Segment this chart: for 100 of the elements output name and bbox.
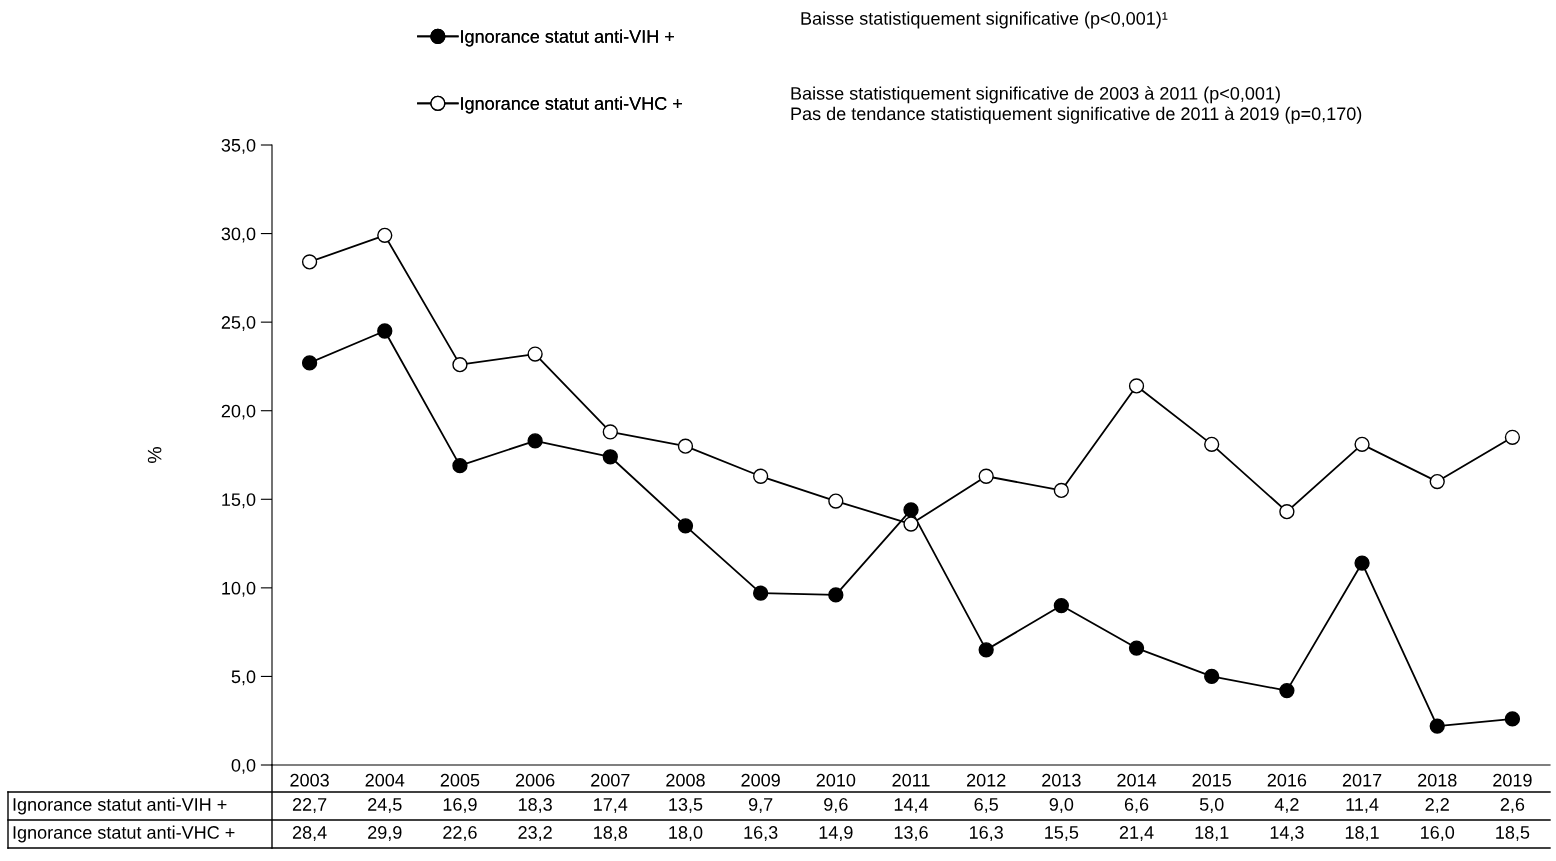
- data-label: 4,2: [1274, 798, 1299, 813]
- y-tick-label: 0,0: [231, 758, 256, 774]
- data-label: 18,5: [1496, 826, 1530, 841]
- point: [1204, 668, 1220, 685]
- x-tick-label: 2009: [741, 773, 780, 787]
- data-label: 14,9: [819, 826, 853, 841]
- point: [1429, 718, 1445, 734]
- data-label: 18,3: [518, 798, 552, 813]
- y-tick-label: 30,0: [221, 227, 256, 243]
- point: [527, 433, 543, 449]
- y-tick-label: 25,0: [221, 316, 256, 331]
- data-label: 18,8: [594, 826, 628, 841]
- data-label: 23,2: [518, 826, 552, 841]
- x-tick-label: 2008: [666, 773, 705, 787]
- point: [1053, 482, 1069, 499]
- point: [301, 254, 318, 270]
- point: [828, 493, 844, 509]
- x-tick-label: 2017: [1342, 773, 1382, 787]
- data-label: 18,1: [1345, 826, 1379, 841]
- data-label: 13,5: [669, 798, 703, 813]
- point: [1354, 436, 1370, 453]
- data-label: 17,4: [594, 798, 628, 813]
- data-label: 24,5: [368, 798, 402, 813]
- x-tick-label: 2012: [967, 773, 1006, 787]
- point: [377, 323, 393, 339]
- x-tick-label: 2005: [440, 773, 480, 787]
- point: [677, 438, 694, 454]
- y-tick-label: 35,0: [221, 138, 256, 154]
- point: [903, 516, 919, 532]
- point: [1204, 436, 1220, 453]
- data-label: 9,0: [1049, 798, 1074, 813]
- data-label: 16,0: [1421, 826, 1455, 841]
- point: [1429, 473, 1445, 490]
- point: [828, 587, 844, 603]
- point: [602, 424, 618, 440]
- point: [1128, 378, 1145, 394]
- x-tick-label: 2014: [1117, 773, 1157, 787]
- x-tick-label: 2018: [1418, 773, 1457, 787]
- data-label: 18,1: [1195, 826, 1229, 841]
- data-label: 22,6: [443, 826, 477, 841]
- data-label: 14,4: [894, 798, 929, 813]
- data-label: 2,6: [1500, 798, 1525, 813]
- x-tick-label: 2019: [1493, 773, 1532, 787]
- x-tick-label: 2013: [1042, 773, 1081, 787]
- legend-label: Ignorance statut anti-VIH +: [461, 29, 674, 47]
- y-tick-label: 10,0: [222, 581, 256, 597]
- point: [677, 518, 694, 534]
- data-label: 2,2: [1425, 798, 1449, 813]
- point: [377, 227, 393, 243]
- x-tick-label: 2011: [892, 773, 930, 787]
- x-tick-label: 2004: [365, 773, 405, 787]
- point: [602, 449, 618, 465]
- point: [301, 355, 318, 371]
- y-tick-label: 20,0: [221, 404, 256, 420]
- point: [1354, 555, 1370, 571]
- y-tick-label: 15,0: [222, 493, 256, 509]
- data-label: 28,4: [292, 826, 327, 841]
- x-tick-label: 2010: [816, 773, 856, 787]
- data-label: 11,4: [1346, 798, 1379, 813]
- point: [753, 468, 769, 484]
- point: [1279, 504, 1295, 520]
- y-tick-label: 5,0: [231, 670, 256, 686]
- data-label: 16,9: [443, 798, 477, 813]
- data-label: 18,0: [669, 826, 703, 841]
- y-axis-title: %: [147, 447, 162, 463]
- point: [903, 502, 919, 518]
- text: Ignorance statut anti-VHC +: [13, 825, 235, 843]
- point: [1128, 640, 1145, 656]
- point: [978, 642, 994, 658]
- point: [452, 457, 468, 474]
- x-tick-label: 2016: [1267, 773, 1307, 787]
- data-label: 16,3: [969, 826, 1003, 841]
- text: Baisse statistiquement significative (p<0,001)¹: [801, 11, 1168, 29]
- data-label: 15,5: [1045, 826, 1079, 841]
- data-label: 9,7: [748, 798, 773, 813]
- data-label: 21,4: [1119, 826, 1154, 841]
- data-label: 6,5: [974, 798, 998, 813]
- data-label: 13,6: [894, 826, 928, 841]
- point: [978, 468, 994, 484]
- x-tick-label: 2006: [515, 773, 555, 787]
- point: [1279, 682, 1295, 699]
- point: [452, 357, 468, 373]
- data-label: 6,6: [1124, 798, 1149, 813]
- point: [1504, 711, 1521, 727]
- x-tick-label: 2007: [591, 773, 630, 787]
- data-label: 5,0: [1199, 798, 1224, 813]
- point: [1053, 597, 1069, 614]
- point: [527, 346, 543, 362]
- data-label: 29,9: [368, 826, 402, 841]
- text: Ignorance statut anti-VIH +: [13, 797, 227, 815]
- point: [1504, 429, 1521, 445]
- data-label: 16,3: [744, 826, 778, 841]
- data-label: 9,6: [824, 798, 848, 813]
- x-tick-label: 2015: [1192, 773, 1232, 787]
- text: Baisse statistiquement significative de 2003 à 2011 (p<0,001) Pas de tendance statistiquement significative de 2011 à 2019 (p=0,170): [791, 86, 1362, 124]
- x-tick-label: 2003: [290, 773, 329, 787]
- data-label: 14,3: [1270, 826, 1304, 841]
- data-label: 22,7: [292, 798, 327, 813]
- legend-label: Ignorance statut anti-VHC +: [461, 96, 682, 114]
- point: [753, 585, 769, 601]
